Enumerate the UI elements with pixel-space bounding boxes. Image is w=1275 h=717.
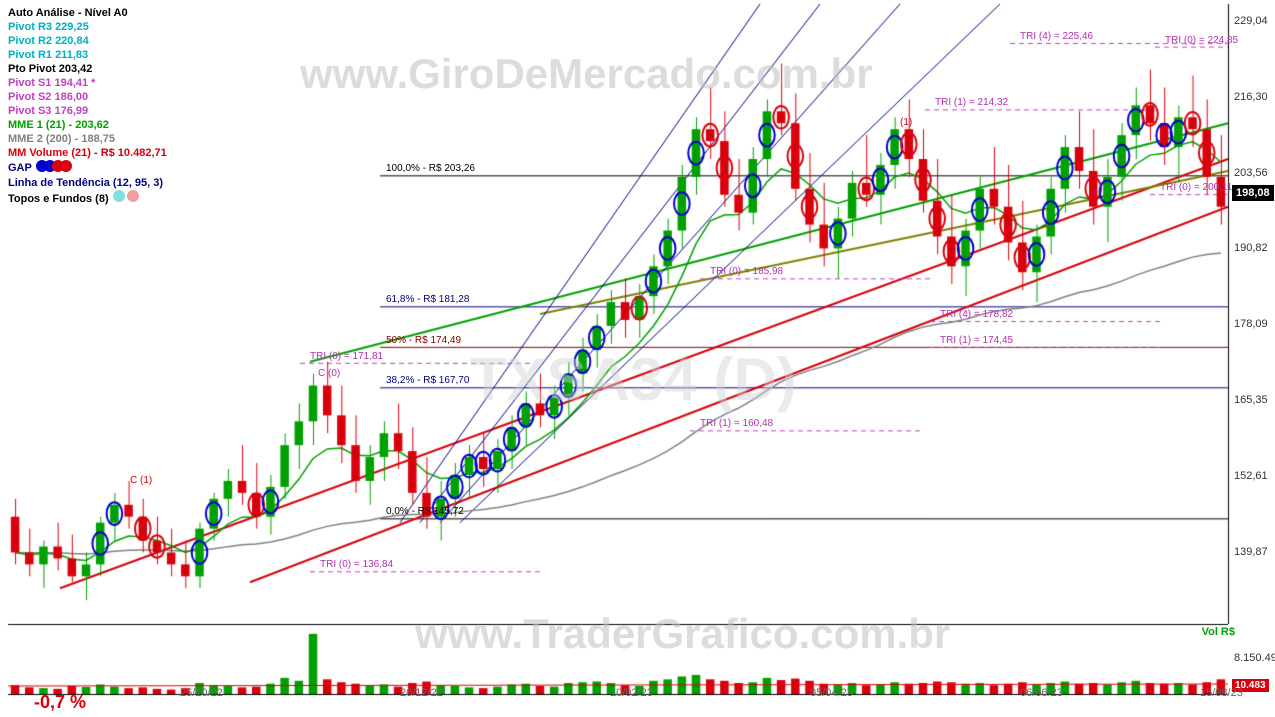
legend-item: GAP [8, 160, 167, 176]
price-tick: 216,30 [1234, 91, 1268, 103]
price-tick: 152,61 [1234, 470, 1268, 482]
legend-item: Linha de Tendência (12, 95, 3) [8, 176, 167, 190]
last-price-tag: 198,08 [1232, 185, 1274, 201]
tri-label: TRI (0) = 171,81 [310, 351, 383, 362]
fib-label: 38,2% - R$ 167,70 [386, 375, 469, 386]
legend-item: Pivot R2 220,84 [8, 34, 167, 48]
tri-label: TRI (0) = 200,11 [1160, 182, 1232, 193]
price-tick: 203,56 [1234, 167, 1268, 179]
percent-change: -0,7 % [34, 692, 86, 713]
date-tick: 15/08/23 [1200, 687, 1243, 699]
tri-label: TRI (1) = 174,45 [940, 335, 1013, 346]
legend-item: MM Volume (21) - R$ 10.482,71 [8, 146, 167, 160]
legend-item: Pivot R1 211,83 [8, 48, 167, 62]
legend-item: Pivot S2 186,00 [8, 90, 167, 104]
wave-label: C (0) [318, 368, 340, 379]
date-tick: 25/10/22 [180, 687, 223, 699]
date-tick: 06/06/23 [1020, 687, 1063, 699]
legend-item: Pivot S1 194,41 * [8, 76, 167, 90]
price-chart-canvas[interactable] [0, 0, 1275, 717]
legend-item: MME 1 (21) - 203,62 [8, 118, 167, 132]
tri-label: TRI (1) = 160,48 [700, 418, 773, 429]
legend-item: Pivot S3 176,99 [8, 104, 167, 118]
tri-label: TRI (0) = 136,84 [320, 559, 393, 570]
wave-label: C (1) [130, 475, 152, 486]
legend-item: Pivot R3 229,25 [8, 20, 167, 34]
fib-label: 50% - R$ 174,49 [386, 335, 461, 346]
legend-item: MME 2 (200) - 188,75 [8, 132, 167, 146]
legend-panel: Auto Análise - Nível A0Pivot R3 229,25Pi… [8, 6, 167, 206]
tri-label: TRI (4) = 178,82 [940, 309, 1013, 320]
legend-item: Auto Análise - Nível A0 [8, 6, 167, 20]
fib-label: 0,0% - R$ 145,72 [386, 506, 464, 517]
tri-label: TRI (4) = 225,46 [1020, 31, 1093, 42]
tri-label: TRI (0) = 185,98 [710, 266, 783, 277]
price-tick: 139,87 [1234, 546, 1268, 558]
wave-label: (1) [900, 117, 912, 128]
legend-item: Pto Pivot 203,42 [8, 62, 167, 76]
price-tick: 229,04 [1234, 15, 1268, 27]
fib-label: 100,0% - R$ 203,26 [386, 163, 475, 174]
date-tick: 20/12/22 [400, 687, 443, 699]
tri-label: TRI (1) = 214,32 [935, 97, 1008, 108]
fib-label: 61,8% - R$ 181,28 [386, 294, 469, 305]
volume-label: Vol R$ [1202, 626, 1235, 638]
date-tick: 10/02/23 [610, 687, 653, 699]
price-tick: 165,35 [1234, 394, 1268, 406]
volume-tick: 8.150.491 [1234, 652, 1275, 664]
date-tick: 05/04/23 [810, 687, 853, 699]
legend-item: Topos e Fundos (8) [8, 190, 167, 206]
tri-label: TRI (0) = 224,85 [1165, 35, 1238, 46]
price-tick: 190,82 [1234, 242, 1268, 254]
price-tick: 178,09 [1234, 318, 1268, 330]
